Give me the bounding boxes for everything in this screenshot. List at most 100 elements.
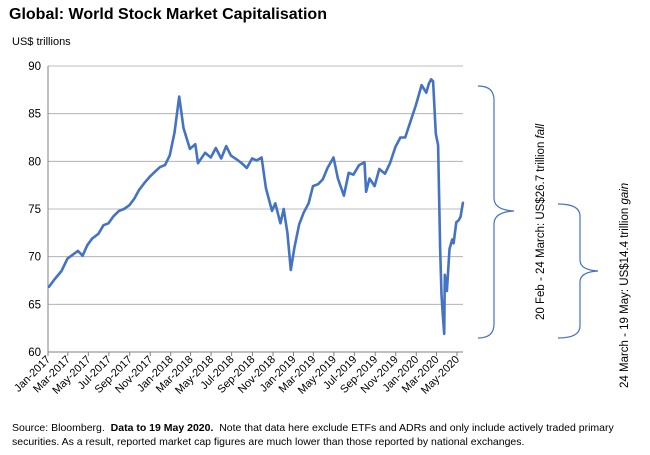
gridlines xyxy=(48,65,463,305)
data-point xyxy=(128,204,131,207)
data-point xyxy=(317,183,319,186)
data-point xyxy=(443,273,446,276)
data-point xyxy=(123,208,125,210)
data-point xyxy=(440,293,443,296)
y-tick-label: 90 xyxy=(28,61,41,73)
data-point xyxy=(352,173,355,176)
data-point xyxy=(255,159,258,162)
data-point xyxy=(112,215,115,218)
y-tick-label: 80 xyxy=(28,156,41,168)
data-point xyxy=(343,194,345,197)
data-point xyxy=(459,215,462,218)
data-point xyxy=(265,187,267,189)
data-point xyxy=(455,221,458,224)
data-point xyxy=(154,170,156,173)
data-point xyxy=(204,151,207,154)
data-point xyxy=(430,78,432,81)
data-point xyxy=(443,333,446,335)
data-point xyxy=(302,211,305,214)
data-point xyxy=(164,164,166,167)
data-point xyxy=(432,80,434,83)
data-point xyxy=(425,91,428,94)
data-point xyxy=(427,83,430,85)
data-point xyxy=(47,286,50,289)
data-point xyxy=(286,231,289,234)
data-point xyxy=(77,250,79,252)
data-point xyxy=(282,208,285,210)
data-point xyxy=(197,162,199,165)
data-point xyxy=(347,171,350,174)
data-point xyxy=(394,146,397,148)
data-point xyxy=(434,132,437,135)
data-point xyxy=(321,178,324,181)
data-point xyxy=(363,161,366,164)
data-point xyxy=(71,253,74,256)
data-point xyxy=(81,254,84,257)
data-point xyxy=(260,156,263,159)
data-point xyxy=(279,222,282,225)
data-point xyxy=(399,136,402,139)
data-point xyxy=(144,181,146,184)
data-point xyxy=(332,156,335,159)
data-point xyxy=(159,166,161,169)
data-point xyxy=(446,290,448,292)
data-point xyxy=(452,242,455,245)
market-cap-line xyxy=(47,78,465,336)
series-layer xyxy=(47,78,465,336)
data-point xyxy=(326,167,329,169)
y-axis-ticks: 60 65 70 75 80 85 90 xyxy=(28,61,49,359)
data-point xyxy=(178,95,181,98)
source-prefix: Source: Bloomberg. xyxy=(12,422,105,434)
source-note: Source: Bloomberg. Data to 19 May 2020. … xyxy=(12,421,642,449)
data-point xyxy=(451,238,454,241)
data-point xyxy=(373,185,376,188)
data-point xyxy=(66,257,69,260)
data-point xyxy=(420,84,423,86)
data-point xyxy=(251,157,254,160)
data-point xyxy=(182,127,185,129)
data-point xyxy=(235,158,238,161)
data-point xyxy=(384,172,386,175)
data-point xyxy=(409,122,411,125)
data-point xyxy=(240,162,243,165)
data-point xyxy=(389,162,391,165)
data-point xyxy=(307,202,310,205)
data-point xyxy=(271,210,273,212)
data-point xyxy=(415,104,417,106)
data-point xyxy=(378,168,381,170)
data-point xyxy=(168,154,171,157)
data-point xyxy=(312,185,314,188)
source-notes: Note that data here exclude ETFs and ADR… xyxy=(12,422,614,448)
data-point xyxy=(138,189,141,191)
data-point xyxy=(86,244,89,247)
data-point xyxy=(437,144,439,147)
chart-title: Global: World Stock Market Capitalisatio… xyxy=(9,6,327,23)
data-point xyxy=(448,248,451,250)
data-point xyxy=(194,143,197,146)
fall-brace xyxy=(477,85,515,339)
data-point xyxy=(337,177,339,180)
data-point xyxy=(439,246,441,249)
data-point xyxy=(173,131,176,134)
data-point xyxy=(225,145,228,148)
data-point xyxy=(289,269,292,271)
data-point xyxy=(149,175,151,178)
y-tick-label: 60 xyxy=(28,347,41,359)
annotation-gain-text: 24 March - 19 May: US$14.4 trillion gain xyxy=(619,183,631,388)
data-point xyxy=(220,157,223,160)
y-tick-label: 70 xyxy=(28,252,41,264)
data-point xyxy=(107,222,110,225)
data-point xyxy=(91,237,93,240)
data-point xyxy=(209,156,212,159)
data-point xyxy=(102,224,105,227)
y-tick-label: 75 xyxy=(28,204,41,216)
y-tick-label: 65 xyxy=(28,299,41,311)
data-point xyxy=(457,219,460,222)
data-point xyxy=(230,154,232,157)
data-point xyxy=(441,313,444,316)
data-point xyxy=(293,246,296,249)
y-axis-unit-label: US$ trillions xyxy=(12,36,71,48)
data-point xyxy=(245,167,248,169)
data-point xyxy=(133,197,136,200)
